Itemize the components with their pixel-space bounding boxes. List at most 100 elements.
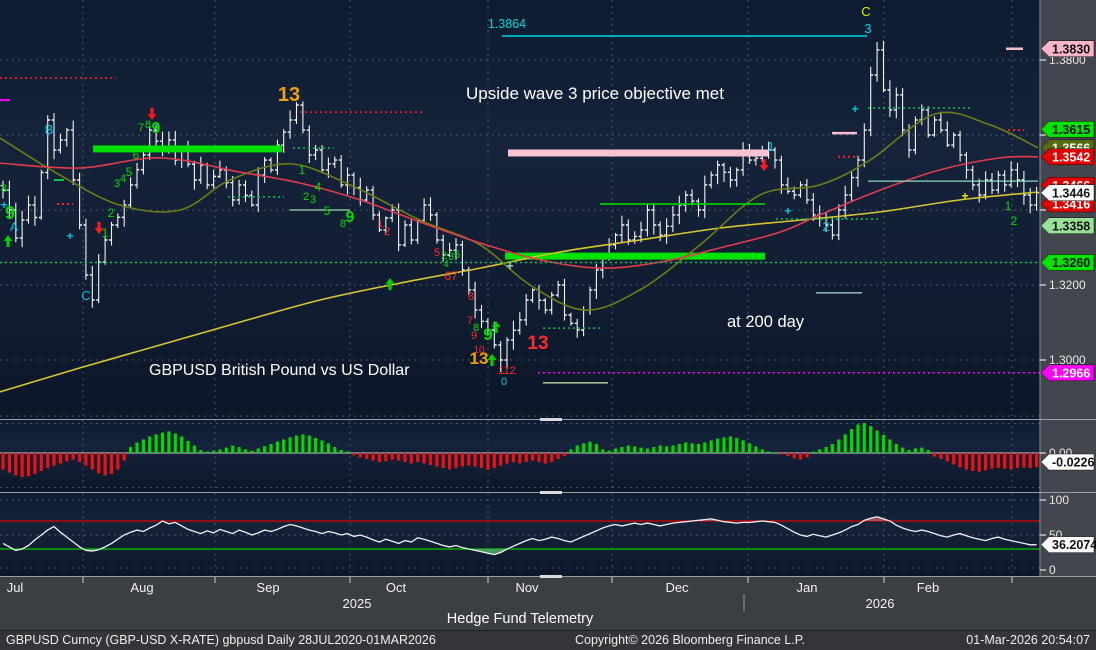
price-badge-1.3446: 1.3446 — [1040, 184, 1095, 201]
svg-text:1.3446: 1.3446 — [1052, 186, 1090, 200]
up-arrow-icon — [385, 278, 395, 290]
plus-marker-icon: + — [0, 198, 7, 212]
annotation-text: 1 — [767, 139, 774, 154]
annotation-text: 2 — [441, 250, 447, 262]
annotation-text: GBPUSD British Pound vs US Dollar — [149, 362, 410, 379]
x-axis-month-label: Dec — [665, 580, 689, 595]
price-bars[interactable] — [0, 40, 1039, 372]
down-arrow-icon — [759, 159, 769, 171]
highlight-bands — [93, 145, 768, 260]
annotation-text: 5 — [454, 249, 460, 261]
annotation-text: C — [861, 4, 870, 19]
annotation-text: 2 — [1011, 214, 1018, 228]
main-price-panel[interactable] — [0, 0, 1040, 419]
indicator-panel-rsi[interactable] — [0, 493, 1040, 576]
price-badge-1.3358: 1.3358 — [1040, 217, 1095, 234]
annotation-text: at 200 day — [727, 313, 805, 331]
annotation-text: 5 — [324, 204, 331, 218]
annotation-text: 3 — [448, 251, 454, 263]
annotation-text: B — [45, 122, 54, 137]
x-axis-month-label: Aug — [130, 580, 153, 595]
annotation-text: 0 — [501, 376, 507, 388]
annotation-text: 1 — [377, 218, 383, 230]
support-resistance-band — [508, 149, 768, 157]
down-arrow-icon — [94, 222, 104, 234]
svg-text:1.3260: 1.3260 — [1052, 256, 1090, 270]
annotation-text: 9 — [5, 203, 15, 223]
plus-marker-icon: + — [961, 189, 968, 203]
level-lines — [0, 35, 1040, 384]
right-axis-strip — [1040, 0, 1096, 576]
panel-separators — [0, 0, 1096, 578]
annotation-text: 3 — [864, 21, 871, 36]
annotation-text: 112 — [498, 365, 516, 377]
x-axis-month-label: Jan — [797, 580, 818, 595]
axis-tick-label: 1.3000 — [1049, 353, 1086, 367]
footer-telemetry-label: Hedge Fund Telemetry — [446, 611, 594, 627]
annotation-text: 10 — [473, 345, 485, 356]
annotation-text: C — [81, 288, 90, 303]
axis-tick-label: 1.3200 — [1049, 278, 1086, 292]
x-axis-month-label: Jul — [7, 580, 24, 595]
annotation-text: 2 — [384, 226, 390, 238]
annotation-text: 2 — [303, 191, 309, 203]
annotation-text: 1 — [102, 226, 109, 240]
rsi-oscillator — [0, 516, 1040, 556]
chart-annotations: 1.3864 Upside wave 3 price objective met a… — [0, 4, 1017, 388]
annotation-text: 9 — [471, 330, 477, 342]
gridlines — [0, 0, 1040, 576]
annotation-text: 2 — [822, 219, 829, 234]
x-axis-year-label: 2025 — [343, 596, 372, 611]
annotation-text: 4 — [315, 180, 322, 194]
annotation-text: 5 — [434, 247, 440, 259]
axis-tick-label: 0 — [1049, 563, 1056, 577]
annotation-text: 67 — [444, 269, 458, 283]
annotation-text: 4 — [120, 173, 126, 185]
annotation-text: 4 — [443, 259, 449, 270]
x-axis-year-label: 2026 — [866, 596, 895, 611]
x-axis: Jul Aug Sep Oct Nov Dec Jan Feb 2025 2026 — [7, 577, 1013, 611]
annotation-text: 13 — [470, 349, 489, 368]
annotation-text: 8 — [1, 183, 7, 195]
status-datetime: 01-Mar-2026 20:54:07 — [966, 633, 1090, 647]
plus-marker-icon: + — [506, 259, 513, 273]
annotation-text: Upside wave 3 price objective met — [466, 84, 724, 103]
x-axis-month-label: Feb — [917, 580, 939, 595]
up-arrow-icon — [491, 321, 501, 333]
annotation-text: 13 — [527, 333, 548, 354]
up-arrow-icon — [3, 235, 13, 247]
svg-text:1.3542: 1.3542 — [1052, 150, 1090, 164]
svg-text:1.3830: 1.3830 — [1052, 42, 1090, 56]
support-resistance-band — [505, 252, 765, 260]
price-badge--0.0226: -0.0226 — [1040, 453, 1094, 471]
annotation-text: 3 — [114, 178, 120, 190]
axis-tick-label: 100 — [1049, 493, 1069, 507]
annotation-text: 1 — [299, 163, 306, 177]
annotation-text: 8 — [145, 119, 151, 131]
svg-text:36.2074: 36.2074 — [1052, 538, 1096, 552]
status-security-description: GBPUSD Curncy (GBP-USD X-RATE) gbpusd Da… — [6, 633, 436, 647]
annotation-text: 3 — [310, 194, 316, 206]
annotation-text: 8 — [473, 322, 479, 334]
plus-marker-icon: + — [66, 229, 73, 243]
svg-text:-0.0226: -0.0226 — [1052, 456, 1094, 470]
annotation-text: 8 — [468, 291, 474, 303]
annotation-text: 7 — [138, 122, 144, 134]
annotation-text: 1.3864 — [488, 17, 526, 31]
support-resistance-band — [93, 145, 282, 153]
x-axis-month-label: Sep — [256, 580, 279, 595]
ma-yellow-200day — [0, 191, 1039, 393]
annotation-text: 7 — [467, 315, 473, 327]
annotation-text: 9 — [346, 209, 355, 226]
status-bar: GBPUSD Curncy (GBP-USD X-RATE) gbpusd Da… — [0, 630, 1096, 650]
down-arrow-icon — [147, 108, 157, 120]
annotation-text: A — [10, 220, 18, 234]
plus-marker-icon: + — [851, 102, 858, 116]
price-badge-1.2966: 1.2966 — [1040, 364, 1095, 381]
status-copyright: Copyright© 2026 Bloomberg Finance L.P. — [575, 633, 805, 647]
right-price-axis: 1.38001.32001.30000.001005001.38301.3615… — [1040, 40, 1096, 577]
plus-marker-icon: + — [784, 204, 791, 218]
annotation-text: 13 — [278, 84, 300, 106]
annotation-text: 5 — [126, 165, 133, 179]
